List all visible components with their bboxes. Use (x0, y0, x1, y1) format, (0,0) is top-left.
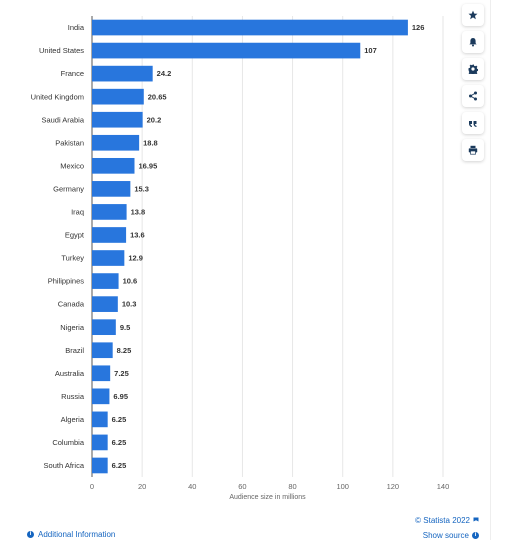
value-label: 12.9 (128, 254, 143, 263)
category-label: Turkey (61, 254, 84, 263)
bar[interactable] (92, 296, 118, 312)
category-label: Philippines (48, 277, 85, 286)
x-tick-label: 40 (188, 482, 196, 491)
bar[interactable] (92, 111, 143, 128)
value-label: 15.3 (134, 184, 149, 193)
value-label: 6.25 (112, 415, 127, 424)
category-label: Iraq (71, 208, 84, 217)
category-label: Nigeria (60, 323, 85, 332)
quote-icon (469, 121, 477, 127)
category-label: Pakistan (55, 138, 84, 147)
share-icon (469, 91, 477, 101)
bar[interactable] (92, 227, 127, 243)
bar[interactable] (92, 434, 108, 451)
bell-icon (469, 38, 477, 47)
bar[interactable] (92, 411, 108, 428)
bar[interactable] (92, 181, 131, 197)
bar[interactable] (92, 273, 119, 289)
star-icon (468, 10, 478, 20)
x-tick-labels: 0 20 40 60 80 100 120 140 (90, 482, 449, 491)
value-label: 6.25 (112, 438, 127, 447)
value-label: 126 (412, 23, 425, 32)
category-label: Egypt (65, 231, 85, 240)
bar[interactable] (92, 204, 127, 220)
bar[interactable] (92, 19, 408, 36)
x-tick-label: 100 (336, 482, 349, 491)
bar[interactable] (92, 342, 113, 359)
gear-icon (468, 64, 478, 74)
bar[interactable] (92, 88, 144, 105)
printer-icon (468, 145, 478, 155)
category-label: South Africa (44, 461, 85, 470)
additional-information-link[interactable]: i Additional Information (27, 530, 115, 539)
category-label: India (68, 23, 85, 32)
category-label: Brazil (65, 346, 84, 355)
value-label: 18.8 (143, 138, 158, 147)
category-label: France (61, 69, 84, 78)
value-label: 7.25 (114, 369, 129, 378)
settings-button[interactable] (462, 58, 484, 80)
value-label: 16.95 (138, 161, 157, 170)
bar[interactable] (92, 388, 110, 405)
flag-icon (473, 517, 479, 522)
copyright-text: © Statista 2022 (415, 516, 470, 525)
toolbar (462, 4, 486, 166)
value-label: 10.6 (123, 277, 138, 286)
category-label: Algeria (61, 415, 85, 424)
category-labels: India United States France United Kingdom Sa… (31, 23, 85, 470)
value-label: 20.65 (148, 92, 167, 101)
bar[interactable] (92, 365, 111, 382)
category-label: United States (39, 46, 84, 55)
divider (490, 0, 491, 540)
x-tick-label: 60 (238, 482, 246, 491)
x-tick-label: 20 (138, 482, 146, 491)
print-button[interactable] (462, 139, 484, 161)
category-label: Saudi Arabia (41, 115, 84, 124)
bar[interactable] (92, 250, 125, 266)
info-icon: i (27, 531, 34, 538)
x-tick-label: 140 (437, 482, 450, 491)
bars (92, 19, 408, 474)
value-label: 13.8 (131, 208, 146, 217)
category-label: United Kingdom (31, 92, 84, 101)
show-source-link[interactable]: Show source i (423, 531, 479, 540)
bar[interactable] (92, 134, 140, 151)
bar[interactable] (92, 457, 108, 474)
category-label: Canada (58, 300, 85, 309)
copyright[interactable]: © Statista 2022 (415, 516, 479, 525)
show-source-text: Show source (422, 531, 469, 540)
cite-button[interactable] (462, 112, 484, 134)
bar[interactable] (92, 157, 135, 174)
notification-button[interactable] (462, 31, 484, 53)
grid-lines (91, 16, 444, 477)
x-tick-label: 120 (387, 482, 400, 491)
value-label: 24.2 (157, 69, 172, 78)
value-label: 20.2 (147, 115, 162, 124)
category-label: Russia (61, 392, 85, 401)
bar[interactable] (92, 65, 153, 82)
value-label: 13.6 (130, 231, 145, 240)
bar[interactable] (92, 42, 361, 59)
additional-information-text: Additional Information (38, 530, 116, 539)
bar-chart: India United States France United Kingdom Sa… (31, 16, 449, 501)
value-label: 6.25 (112, 461, 127, 470)
bar[interactable] (92, 319, 116, 336)
category-label: Mexico (60, 161, 84, 170)
category-label: Australia (55, 369, 85, 378)
x-tick-label: 80 (288, 482, 296, 491)
value-label: 10.3 (122, 300, 137, 309)
x-axis-title: Audience size in millions (229, 494, 306, 501)
value-label: 8.25 (117, 346, 132, 355)
category-label: Germany (53, 184, 84, 193)
x-tick-label: 0 (90, 482, 94, 491)
favorite-button[interactable] (462, 4, 484, 26)
info-icon: i (472, 532, 479, 539)
share-button[interactable] (462, 85, 484, 107)
category-label: Columbia (52, 438, 85, 447)
value-labels: 126 107 24.2 20.65 20.2 18.8 16.95 15.3 13.8 13.6… (112, 23, 425, 470)
value-label: 107 (364, 46, 377, 55)
value-label: 9.5 (120, 323, 130, 332)
value-label: 6.95 (113, 392, 128, 401)
